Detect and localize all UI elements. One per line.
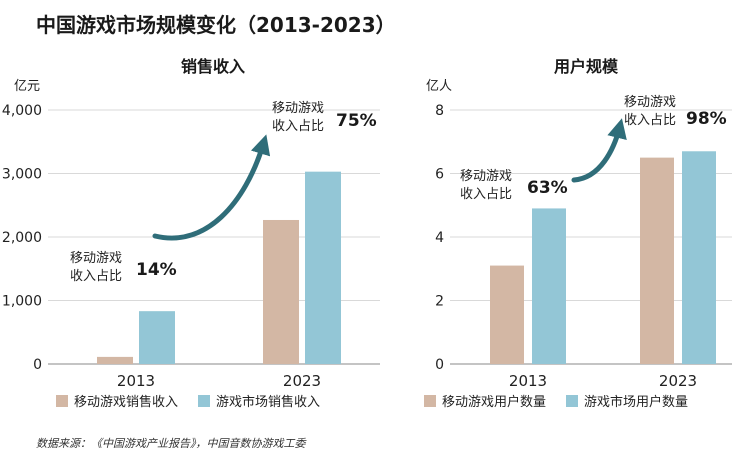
bar-market-2023 <box>682 151 716 364</box>
x-tick-label: 2023 <box>283 372 321 390</box>
legend: 移动游戏销售收入 游戏市场销售收入 <box>56 394 320 410</box>
annotation-line1: 移动游戏 <box>272 101 324 116</box>
annotation-line1: 移动游戏 <box>460 169 512 184</box>
y-axis-unit: 亿元 <box>14 79 40 94</box>
trend-arrow-icon <box>571 118 627 183</box>
legend-swatch <box>566 395 578 407</box>
bar-mobile-2013 <box>97 356 133 364</box>
annotation-line1: 移动游戏 <box>70 251 122 266</box>
annotation-line2: 收入占比 <box>70 269 122 284</box>
legend-swatch <box>198 395 210 407</box>
y-tick-label: 4 <box>435 230 444 246</box>
bar-market-2013 <box>139 311 175 364</box>
legend-swatch <box>56 395 68 407</box>
y-tick-label: 2,000 <box>2 230 42 246</box>
bar-market-2013 <box>532 208 566 364</box>
page-title: 中国游戏市场规模变化（2013-2023） <box>36 13 396 37</box>
y-tick-label: 0 <box>33 357 42 373</box>
annotation-value: 98% <box>686 109 727 129</box>
y-tick-label: 4,000 <box>2 103 42 119</box>
x-tick-label: 2013 <box>117 372 155 390</box>
y-tick-label: 0 <box>435 357 444 373</box>
bar-mobile-2023 <box>263 219 299 364</box>
trend-arrow-icon <box>152 134 271 241</box>
x-tick-label: 2013 <box>509 372 547 390</box>
annotation-line2: 收入占比 <box>460 187 512 202</box>
legend-swatch <box>424 395 436 407</box>
bar-market-2023 <box>305 171 341 364</box>
x-tick-label: 2023 <box>659 372 697 390</box>
annotation-line2: 收入占比 <box>624 113 676 128</box>
panel-title: 用户规模 <box>554 57 619 76</box>
source-note: 数据来源：《中国游戏产业报告》，中国音数协游戏工委 <box>36 437 307 450</box>
panel-title: 销售收入 <box>181 57 245 76</box>
annotation-value: 63% <box>527 178 568 198</box>
y-axis-unit: 亿人 <box>426 79 452 94</box>
legend-label: 游戏市场销售收入 <box>216 394 320 410</box>
legend-label: 游戏市场用户数量 <box>584 394 688 410</box>
legend-label: 移动游戏销售收入 <box>74 394 178 410</box>
y-tick-label: 8 <box>435 103 444 119</box>
y-tick-label: 1,000 <box>2 294 42 310</box>
y-tick-label: 3,000 <box>2 167 42 183</box>
legend-label: 移动游戏用户数量 <box>442 394 546 410</box>
y-tick-label: 6 <box>435 167 444 183</box>
y-tick-label: 2 <box>435 294 444 310</box>
legend: 移动游戏用户数量 游戏市场用户数量 <box>424 394 688 410</box>
annotation-line2: 收入占比 <box>272 119 324 134</box>
bar-mobile-2013 <box>490 265 524 364</box>
annotation-line1: 移动游戏 <box>624 95 676 110</box>
bar-mobile-2023 <box>640 157 674 364</box>
annotation-value: 75% <box>336 111 377 131</box>
annotation-value: 14% <box>136 260 177 280</box>
